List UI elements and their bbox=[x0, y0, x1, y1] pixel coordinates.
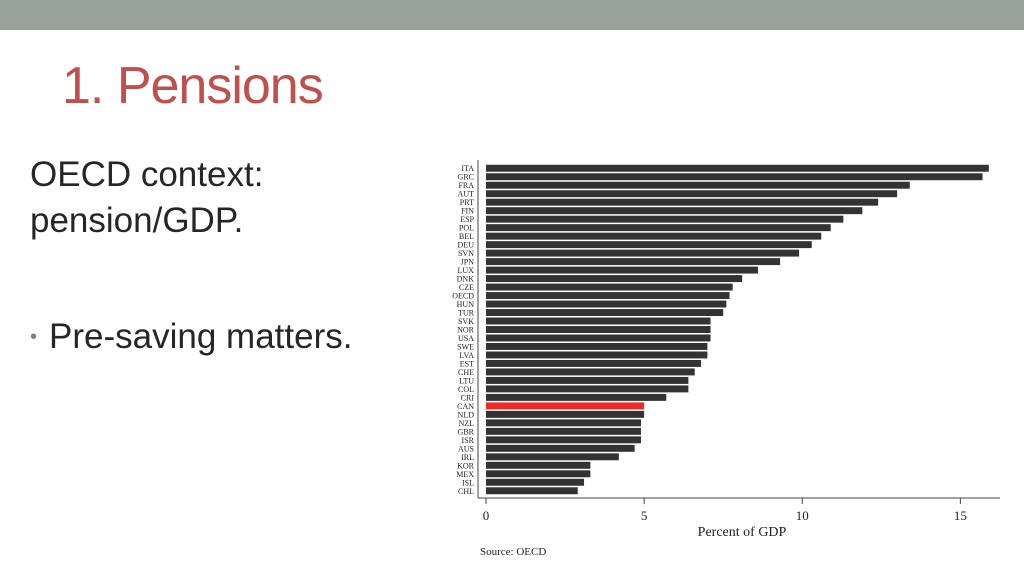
category-label-isl: ISL bbox=[462, 478, 474, 487]
category-label-irl: IRL bbox=[461, 453, 474, 462]
bar-fra bbox=[486, 181, 910, 189]
category-label-svn: SVN bbox=[458, 249, 474, 258]
pension-gdp-chart: ITAGRCFRAAUTPRTFINESPPOLBELDEUSVNJPNLUXD… bbox=[452, 160, 1000, 558]
category-label-lva: LVA bbox=[459, 351, 474, 360]
bar-est bbox=[486, 359, 702, 367]
slide-title: 1. Pensions bbox=[62, 57, 324, 115]
category-label-grc: GRC bbox=[458, 173, 474, 182]
bar-aut bbox=[486, 190, 898, 198]
bar-dnk bbox=[486, 275, 743, 283]
bullet-text: Pre-saving matters. bbox=[49, 317, 353, 356]
bar-gbr bbox=[486, 427, 641, 435]
category-label-col: COL bbox=[458, 385, 474, 394]
bar-lva bbox=[486, 351, 708, 359]
bar-col bbox=[486, 385, 689, 393]
bar-nld bbox=[486, 410, 645, 418]
bar-fin bbox=[486, 207, 863, 215]
bullet-item: • Pre-saving matters. bbox=[30, 314, 352, 360]
category-label-deu: DEU bbox=[458, 241, 475, 250]
bar-deu bbox=[486, 241, 812, 249]
category-label-ita: ITA bbox=[461, 164, 474, 173]
body-text: OECD context: pension/GDP. bbox=[30, 152, 263, 244]
bullet-icon: • bbox=[30, 326, 38, 348]
category-label-chl: CHL bbox=[458, 487, 474, 496]
category-label-aut: AUT bbox=[458, 190, 475, 199]
category-label-aus: AUS bbox=[458, 444, 474, 453]
category-label-lux: LUX bbox=[458, 266, 475, 275]
category-label-cze: CZE bbox=[459, 283, 474, 292]
bar-kor bbox=[486, 461, 591, 469]
category-label-kor: KOR bbox=[457, 461, 475, 470]
bar-cze bbox=[486, 283, 733, 291]
bar-mex bbox=[486, 470, 591, 478]
bar-nzl bbox=[486, 419, 641, 427]
category-label-svk: SVK bbox=[458, 317, 474, 326]
category-label-esp: ESP bbox=[460, 215, 474, 224]
category-label-jpn: JPN bbox=[461, 258, 475, 267]
x-axis-label: Percent of GDP bbox=[698, 525, 787, 540]
bar-svn bbox=[486, 249, 800, 257]
category-label-prt: PRT bbox=[460, 198, 474, 207]
bar-cri bbox=[486, 393, 667, 401]
category-label-pol: POL bbox=[459, 224, 474, 233]
bar-esp bbox=[486, 215, 844, 223]
category-label-nld: NLD bbox=[458, 410, 475, 419]
category-label-nor: NOR bbox=[457, 326, 475, 335]
category-label-est: EST bbox=[460, 359, 474, 368]
bar-ita bbox=[486, 164, 989, 172]
bar-hun bbox=[486, 300, 727, 308]
category-label-tur: TUR bbox=[458, 309, 475, 318]
category-label-usa: USA bbox=[458, 334, 474, 343]
category-label-can: CAN bbox=[457, 402, 474, 411]
category-label-oecd: OECD bbox=[452, 292, 474, 301]
header-band bbox=[0, 0, 1024, 30]
category-label-bel: BEL bbox=[459, 232, 474, 241]
x-ticks: 0 5 10 15 bbox=[483, 498, 967, 523]
bar-isl bbox=[486, 478, 585, 486]
body-line-2: pension/GDP. bbox=[30, 201, 244, 240]
bar-bel bbox=[486, 232, 822, 240]
category-label-isr: ISR bbox=[462, 436, 475, 445]
bars-group bbox=[486, 164, 989, 495]
category-label-mex: MEX bbox=[456, 470, 474, 479]
category-label-che: CHE bbox=[458, 368, 474, 377]
category-label-fra: FRA bbox=[458, 181, 474, 190]
body-line-1: OECD context: bbox=[30, 155, 264, 194]
bar-che bbox=[486, 368, 695, 376]
category-label-gbr: GBR bbox=[458, 427, 475, 436]
category-labels: ITAGRCFRAAUTPRTFINESPPOLBELDEUSVNJPNLUXD… bbox=[452, 164, 474, 496]
bar-grc bbox=[486, 173, 983, 181]
category-label-swe: SWE bbox=[457, 342, 474, 351]
x-tick-label-5: 5 bbox=[641, 508, 648, 523]
x-tick-label-10: 10 bbox=[796, 508, 809, 523]
category-label-cri: CRI bbox=[461, 393, 475, 402]
bar-aus bbox=[486, 444, 635, 452]
bar-pol bbox=[486, 224, 831, 232]
bar-ltu bbox=[486, 376, 689, 384]
bar-jpn bbox=[486, 258, 781, 266]
bar-nor bbox=[486, 326, 711, 333]
bar-can bbox=[486, 402, 645, 410]
bar-lux bbox=[486, 266, 758, 274]
bar-oecd bbox=[486, 292, 730, 300]
x-tick-label-15: 15 bbox=[954, 508, 967, 523]
bar-isr bbox=[486, 436, 641, 444]
category-label-ltu: LTU bbox=[459, 376, 474, 385]
category-label-nzl: NZL bbox=[458, 419, 474, 428]
x-tick-label-0: 0 bbox=[483, 508, 490, 523]
category-label-fin: FIN bbox=[461, 207, 474, 216]
category-label-hun: HUN bbox=[457, 300, 475, 309]
category-label-dnk: DNK bbox=[457, 275, 475, 284]
bar-swe bbox=[486, 342, 708, 350]
source-note: Source: OECD bbox=[480, 546, 546, 558]
bar-usa bbox=[486, 334, 711, 342]
bar-chl bbox=[486, 487, 578, 495]
bar-tur bbox=[486, 309, 724, 317]
bar-svk bbox=[486, 317, 711, 325]
bar-irl bbox=[486, 453, 619, 461]
bar-prt bbox=[486, 198, 879, 206]
